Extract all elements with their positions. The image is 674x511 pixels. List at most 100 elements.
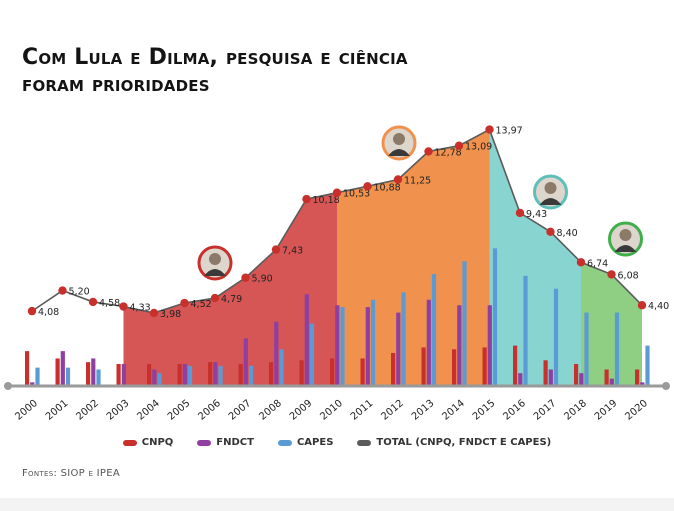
legend-item-cnpq: CNPQ (122, 437, 174, 448)
area-bar-chart: 4,08 5,20 4,58 4,33 3,98 4,52 4,79 5,90 7,43 10,1… (4, 125, 670, 423)
total-point-2012 (393, 175, 403, 184)
bar-cnpq-2013 (421, 347, 426, 386)
bar-capes-2015 (492, 248, 498, 386)
legend-label: CNPQ (141, 437, 174, 448)
bar-capes-2009 (309, 323, 315, 386)
bar-fndct-2010 (335, 305, 340, 386)
x-tick-2016: 2016 (501, 398, 528, 423)
bar-capes-2017 (553, 288, 559, 386)
total-label-2016: 9,43 (526, 209, 547, 220)
bar-fndct-2005 (182, 363, 187, 386)
total-point-2016 (515, 208, 525, 218)
x-tick-2014: 2014 (440, 398, 467, 423)
total-point-2019 (607, 270, 616, 279)
total-label-2018: 6,74 (587, 258, 608, 269)
total-label-2017: 8,40 (557, 228, 578, 239)
total-label-2003: 4,33 (130, 303, 151, 314)
total-point-2006 (210, 293, 220, 303)
total-point-2010 (332, 188, 342, 197)
total-point-2020 (637, 301, 647, 310)
portrait-head-2006 (209, 253, 221, 265)
bar-fndct-2018 (579, 373, 584, 386)
bar-cnpq-2015 (482, 347, 487, 386)
total-point-2005 (180, 298, 189, 308)
title-line-2: foram prioridades (22, 72, 210, 97)
total-label-2000: 4,08 (38, 307, 59, 318)
bar-fndct-2019 (609, 378, 614, 386)
x-tick-2001: 2001 (44, 398, 71, 423)
legend-swatch (197, 439, 212, 446)
bar-capes-2018 (584, 312, 589, 386)
bar-fndct-2002 (91, 358, 96, 386)
chart-title: Com Lula e Dilma, pesquisa e ciência for… (22, 44, 408, 98)
bar-capes-2006 (218, 365, 223, 386)
bar-cnpq-2010 (330, 358, 335, 386)
period-area-2010-2015 (337, 129, 490, 386)
bar-capes-2007 (248, 365, 254, 386)
bar-fndct-2017 (548, 369, 553, 386)
x-tick-2000: 2000 (13, 398, 40, 423)
bar-capes-2020 (645, 345, 650, 386)
total-point-2017 (546, 227, 555, 237)
legend-item-capes: CAPES (277, 437, 333, 448)
total-label-2015: 13,97 (496, 126, 523, 137)
total-label-2008: 7,43 (282, 246, 303, 257)
bar-cnpq-2005 (177, 363, 182, 386)
bar-cnpq-2011 (360, 358, 365, 386)
bar-cnpq-2014 (452, 349, 457, 386)
title-line-1: Com Lula e Dilma, pesquisa e ciência (22, 45, 408, 70)
bar-capes-2002 (96, 369, 101, 386)
x-tick-2010: 2010 (318, 398, 345, 423)
x-tick-2012: 2012 (379, 398, 406, 423)
bar-capes-2014 (462, 261, 467, 386)
period-area-2018-2020 (581, 262, 642, 386)
bar-fndct-2000 (30, 382, 35, 386)
bar-fndct-2008 (274, 321, 279, 386)
total-point-2018 (576, 258, 586, 267)
footer-strip (0, 498, 674, 511)
legend-swatch (277, 439, 292, 446)
bar-cnpq-2002 (86, 362, 91, 386)
legend-item-total: TOTAL (CNPQ, FNDCT E CAPES) (357, 437, 551, 448)
bar-cnpq-2003 (116, 363, 121, 386)
portrait-head-2012 (393, 133, 405, 145)
total-label-2020: 4,40 (648, 301, 669, 312)
total-point-2000 (27, 306, 37, 316)
legend-label: TOTAL (CNPQ, FNDCT E CAPES) (376, 437, 552, 448)
x-tick-2015: 2015 (471, 398, 498, 423)
axis-end-right (662, 382, 670, 390)
total-label-2006: 4,79 (221, 294, 242, 305)
bar-fndct-2015 (487, 305, 492, 386)
bar-capes-2008 (279, 349, 284, 386)
total-point-2015 (485, 125, 494, 134)
x-tick-2003: 2003 (105, 398, 132, 423)
bar-cnpq-2004 (147, 363, 152, 386)
bar-fndct-2001 (60, 351, 65, 386)
bar-fndct-2004 (152, 369, 157, 386)
bar-fndct-2012 (396, 312, 401, 386)
x-tick-2002: 2002 (74, 398, 101, 423)
bar-cnpq-2017 (543, 360, 548, 386)
total-label-2010: 10,53 (343, 189, 370, 200)
bar-fndct-2013 (426, 299, 431, 386)
total-point-2011 (363, 182, 372, 191)
source-note: Fontes: SIOP e IPEA (22, 468, 121, 479)
total-point-2008 (271, 245, 281, 254)
bar-fndct-2014 (457, 305, 462, 386)
portrait-body-2006 (204, 269, 226, 276)
legend-swatch (122, 439, 137, 446)
x-tick-2017: 2017 (532, 398, 559, 423)
legend-item-fndct: FNDCT (197, 437, 254, 448)
total-label-2007: 5,90 (252, 274, 273, 285)
bar-capes-2000 (35, 367, 40, 386)
legend-swatch (357, 439, 372, 446)
chart-legend: CNPQ FNDCT CAPES TOTAL (CNPQ, FNDCT E CAPES… (0, 437, 674, 448)
bar-capes-2010 (340, 307, 345, 386)
bar-cnpq-2012 (391, 352, 396, 386)
bar-fndct-2020 (640, 382, 645, 386)
portrait-body-2012 (388, 149, 410, 156)
bar-fndct-2007 (243, 338, 248, 386)
bar-cnpq-2016 (513, 345, 518, 386)
x-tick-2004: 2004 (135, 398, 162, 423)
period-area-2003-2010 (123, 192, 337, 386)
